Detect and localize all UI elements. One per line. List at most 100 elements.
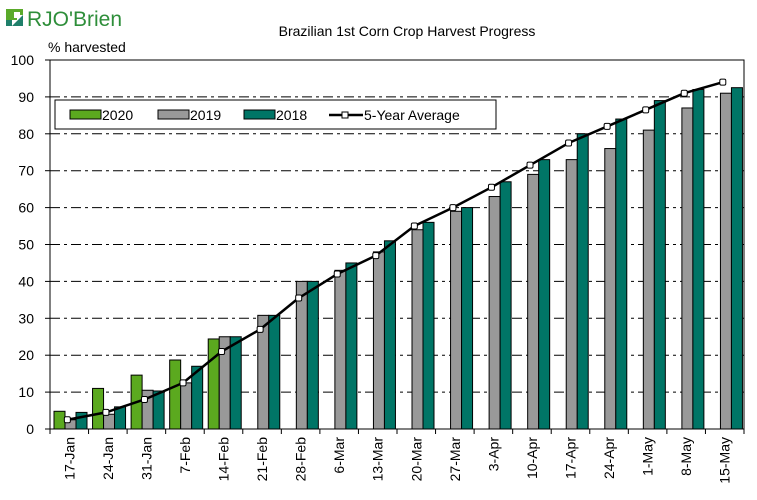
y-tick-label: 80 bbox=[18, 126, 34, 142]
x-tick-label: 31-Jan bbox=[138, 437, 154, 480]
y-axis-ticks: 0 10 20 30 40 50 60 70 80 90 100 bbox=[11, 52, 50, 437]
bar-2018-7-Feb bbox=[191, 365, 204, 430]
bar-2020-14-Feb bbox=[207, 338, 220, 430]
average-marker-28-Feb bbox=[295, 294, 303, 302]
bar-2018-27-Mar bbox=[461, 207, 474, 430]
y-tick-label: 90 bbox=[18, 89, 34, 105]
bar-2018-10-Apr bbox=[538, 159, 551, 430]
legend-label-2020: 2020 bbox=[102, 107, 133, 123]
brand-name: RJO'Brien bbox=[27, 8, 122, 31]
average-marker-27-Mar bbox=[449, 204, 457, 212]
bar-2018-6-Mar bbox=[345, 262, 358, 430]
x-tick-label: 24-Jan bbox=[100, 437, 116, 480]
bar-2019-24-Apr bbox=[604, 148, 617, 430]
y-tick-label: 40 bbox=[18, 273, 34, 289]
x-tick-label: 6-Mar bbox=[331, 437, 347, 474]
average-marker-20-Mar bbox=[410, 222, 418, 230]
x-tick-label: 10-Apr bbox=[524, 437, 540, 479]
average-marker-8-May bbox=[680, 89, 688, 97]
average-marker-21-Feb bbox=[256, 325, 264, 333]
bar-2018-28-Feb bbox=[306, 280, 319, 430]
bar-2020-24-Jan bbox=[92, 387, 105, 430]
x-tick-label: 1-May bbox=[640, 437, 656, 476]
average-marker-24-Jan bbox=[102, 408, 110, 416]
y-tick-label: 50 bbox=[18, 237, 34, 253]
bar-2018-3-Apr bbox=[499, 181, 512, 430]
legend-marker-average bbox=[341, 111, 349, 119]
average-marker-24-Apr bbox=[603, 122, 611, 130]
x-tick-label: 21-Feb bbox=[254, 437, 270, 482]
legend-item-2019: 2019 bbox=[157, 107, 221, 123]
legend-item-5-year-average: 5-Year Average bbox=[329, 107, 460, 123]
x-tick-label: 3-Apr bbox=[485, 437, 501, 472]
legend-label-5-year-average: 5-Year Average bbox=[364, 107, 460, 123]
legend-item-2020: 2020 bbox=[69, 107, 133, 123]
bar-2019-10-Apr bbox=[527, 173, 540, 430]
x-tick-label: 24-Apr bbox=[601, 437, 617, 479]
x-axis-ticks: 17-Jan 24-Jan 31-Jan 7-Feb 14-Feb 21-Feb 28-Fe… bbox=[49, 429, 745, 484]
bar-2019-20-Mar bbox=[411, 229, 424, 430]
legend-swatch-2019 bbox=[157, 109, 190, 120]
x-tick-label: 15-May bbox=[717, 437, 733, 484]
bar-2019-17-Apr bbox=[565, 159, 578, 430]
bar-2018-13-Mar bbox=[383, 240, 396, 430]
bar-2018-21-Feb bbox=[268, 314, 281, 430]
average-marker-17-Apr bbox=[565, 139, 573, 147]
bar-2018-17-Jan bbox=[75, 411, 88, 430]
x-tick-label: 17-Jan bbox=[61, 437, 77, 480]
average-marker-10-Apr bbox=[526, 161, 534, 169]
average-marker-7-Feb bbox=[179, 379, 187, 387]
average-marker-3-Apr bbox=[487, 183, 495, 191]
bar-2019-1-May bbox=[642, 129, 655, 430]
bars bbox=[53, 87, 743, 430]
bar-2019-3-Apr bbox=[488, 196, 501, 430]
average-line bbox=[63, 78, 727, 424]
bar-2019-28-Feb bbox=[295, 280, 308, 430]
bar-2019-24-Jan bbox=[103, 413, 116, 430]
bar-2020-7-Feb bbox=[169, 359, 182, 430]
logo: RJO'Brien bbox=[6, 8, 122, 31]
y-tick-label: 70 bbox=[18, 163, 34, 179]
x-tick-label: 14-Feb bbox=[216, 437, 232, 482]
legend-label-2019: 2019 bbox=[190, 107, 221, 123]
y-tick-label: 20 bbox=[18, 347, 34, 363]
bar-2018-8-May bbox=[692, 89, 705, 430]
average-marker-6-Mar bbox=[333, 270, 341, 278]
legend-label-2018: 2018 bbox=[276, 107, 307, 123]
bar-2020-17-Jan bbox=[53, 410, 66, 430]
rjobrien-square-logo-icon bbox=[6, 9, 23, 26]
bar-2019-7-Feb bbox=[180, 382, 193, 430]
bar-2018-1-May bbox=[653, 100, 666, 430]
x-tick-label: 7-Feb bbox=[177, 437, 193, 474]
x-tick-label: 20-Mar bbox=[408, 437, 424, 482]
x-tick-label: 27-Mar bbox=[447, 437, 463, 482]
chart-title: Brazilian 1st Corn Crop Harvest Progress bbox=[279, 23, 536, 39]
x-tick-label: 28-Feb bbox=[293, 437, 309, 482]
legend-box bbox=[54, 99, 497, 130]
average-marker-17-Jan bbox=[63, 416, 71, 424]
y-tick-label: 100 bbox=[11, 52, 35, 68]
legend-swatch-2018 bbox=[243, 109, 276, 120]
bar-2018-15-May bbox=[730, 87, 743, 430]
y-tick-label: 0 bbox=[26, 421, 34, 437]
legend: 2020 2019 2018 5-Year Average bbox=[54, 99, 497, 130]
legend-swatch-2020 bbox=[69, 109, 102, 120]
average-marker-14-Feb bbox=[218, 348, 226, 356]
bar-2019-27-Mar bbox=[450, 210, 463, 430]
average-marker-31-Jan bbox=[140, 395, 148, 403]
y-axis-label: % harvested bbox=[48, 39, 126, 55]
average-marker-13-Mar bbox=[372, 252, 380, 260]
bar-2019-8-May bbox=[681, 107, 694, 430]
x-tick-label: 13-Mar bbox=[370, 437, 386, 482]
bar-2018-31-Jan bbox=[152, 390, 165, 430]
bar-2018-17-Apr bbox=[576, 133, 589, 430]
x-tick-label: 17-Apr bbox=[563, 437, 579, 479]
average-line-path bbox=[67, 80, 724, 422]
bar-2018-14-Feb bbox=[229, 336, 242, 430]
x-tick-label: 8-May bbox=[678, 437, 694, 476]
y-tick-label: 10 bbox=[18, 384, 34, 400]
bar-2019-15-May bbox=[719, 92, 732, 430]
bar-2019-13-Mar bbox=[372, 251, 385, 430]
legend-item-2018: 2018 bbox=[243, 107, 307, 123]
